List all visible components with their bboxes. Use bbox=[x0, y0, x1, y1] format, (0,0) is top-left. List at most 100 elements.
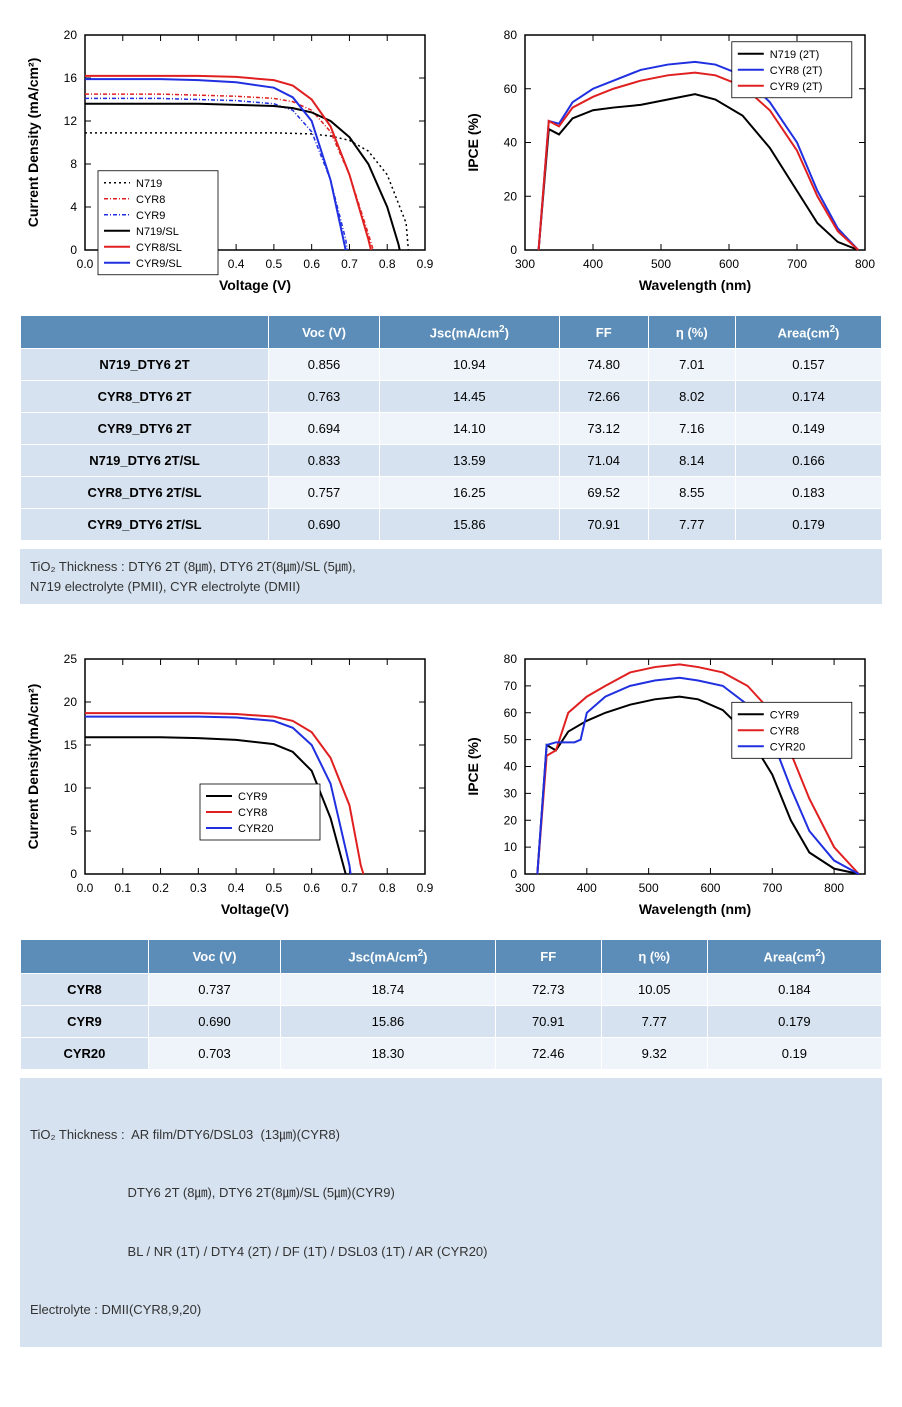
table-cell: 0.690 bbox=[148, 1005, 280, 1037]
table-cell: 10.94 bbox=[379, 349, 559, 381]
table-header bbox=[21, 940, 149, 973]
table-header: η (%) bbox=[648, 316, 735, 349]
iv-chart-1: 0.00.10.20.30.40.50.60.70.80.9048121620V… bbox=[20, 20, 440, 300]
table-cell: 15.86 bbox=[379, 509, 559, 541]
svg-text:0.9: 0.9 bbox=[417, 881, 434, 895]
table-cell: 72.73 bbox=[495, 973, 601, 1005]
table-cell: 0.179 bbox=[735, 509, 881, 541]
svg-text:5: 5 bbox=[70, 824, 77, 838]
table-cell: 0.856 bbox=[269, 349, 380, 381]
table-row: CYR9_DTY6 2T0.69414.1073.127.160.149 bbox=[21, 413, 882, 445]
table-cell: 7.77 bbox=[601, 1005, 707, 1037]
table-cell: 0.183 bbox=[735, 477, 881, 509]
svg-text:0: 0 bbox=[70, 243, 77, 257]
chart-row-2: 0.00.10.20.30.40.50.60.70.80.90510152025… bbox=[20, 644, 882, 924]
svg-text:500: 500 bbox=[651, 257, 671, 271]
svg-text:CYR9 (2T): CYR9 (2T) bbox=[770, 81, 823, 93]
ipce-chart-2: 30040050060070080001020304050607080Wavel… bbox=[460, 644, 880, 924]
svg-text:CYR8 (2T): CYR8 (2T) bbox=[770, 65, 823, 77]
table-cell: 0.166 bbox=[735, 445, 881, 477]
svg-text:0: 0 bbox=[510, 243, 517, 257]
table2-note-line4: Electrolyte : DMII(CYR8,9,20) bbox=[30, 1300, 872, 1320]
table2-note-line3: BL / NR (1T) / DTY4 (2T) / DF (1T) / DSL… bbox=[30, 1242, 872, 1262]
table-cell: 15.86 bbox=[281, 1005, 496, 1037]
table-row-label: CYR8 bbox=[21, 973, 149, 1005]
table-row-label: CYR8_DTY6 2T/SL bbox=[21, 477, 269, 509]
table2-note: TiO₂ Thickness : AR film/DTY6/DSL03 (13㎛… bbox=[20, 1078, 882, 1348]
table-header bbox=[21, 316, 269, 349]
svg-text:8: 8 bbox=[70, 157, 77, 171]
table-row: CYR200.70318.3072.469.320.19 bbox=[21, 1037, 882, 1069]
table-header: η (%) bbox=[601, 940, 707, 973]
table-row: CYR90.69015.8670.917.770.179 bbox=[21, 1005, 882, 1037]
svg-text:30: 30 bbox=[504, 787, 518, 801]
table-cell: 0.174 bbox=[735, 381, 881, 413]
svg-text:0.1: 0.1 bbox=[114, 881, 131, 895]
table-header: Voc (V) bbox=[148, 940, 280, 973]
svg-text:0.5: 0.5 bbox=[266, 881, 283, 895]
table-header: Area(cm2) bbox=[735, 316, 881, 349]
svg-text:IPCE (%): IPCE (%) bbox=[465, 113, 481, 171]
table-cell: 0.737 bbox=[148, 973, 280, 1005]
svg-text:80: 80 bbox=[504, 28, 518, 42]
svg-text:0: 0 bbox=[510, 867, 517, 881]
table-row-label: N719_DTY6 2T bbox=[21, 349, 269, 381]
table-cell: 70.91 bbox=[559, 509, 648, 541]
svg-text:20: 20 bbox=[64, 695, 78, 709]
table-cell: 8.14 bbox=[648, 445, 735, 477]
table-cell: 73.12 bbox=[559, 413, 648, 445]
svg-text:0: 0 bbox=[70, 867, 77, 881]
table-header: Jsc(mA/cm2) bbox=[281, 940, 496, 973]
table-row: CYR9_DTY6 2T/SL0.69015.8670.917.770.179 bbox=[21, 509, 882, 541]
table-row-label: CYR9_DTY6 2T/SL bbox=[21, 509, 269, 541]
table-cell: 8.02 bbox=[648, 381, 735, 413]
svg-text:20: 20 bbox=[504, 189, 518, 203]
svg-text:CYR8/SL: CYR8/SL bbox=[136, 242, 182, 254]
table-cell: 0.690 bbox=[269, 509, 380, 541]
iv-chart-2: 0.00.10.20.30.40.50.60.70.80.90510152025… bbox=[20, 644, 440, 924]
svg-text:600: 600 bbox=[700, 881, 720, 895]
svg-text:20: 20 bbox=[504, 814, 518, 828]
svg-text:80: 80 bbox=[504, 652, 518, 666]
svg-text:N719 (2T): N719 (2T) bbox=[770, 49, 820, 61]
svg-text:CYR20: CYR20 bbox=[770, 742, 805, 754]
table1-note-line2: N719 electrolyte (PMII), CYR electrolyte… bbox=[30, 577, 872, 597]
table-cell: 71.04 bbox=[559, 445, 648, 477]
svg-text:600: 600 bbox=[719, 257, 739, 271]
svg-text:0.7: 0.7 bbox=[341, 257, 358, 271]
table-cell: 0.184 bbox=[707, 973, 881, 1005]
svg-text:50: 50 bbox=[504, 733, 518, 747]
svg-text:12: 12 bbox=[64, 114, 78, 128]
table2-note-line1: TiO₂ Thickness : AR film/DTY6/DSL03 (13㎛… bbox=[30, 1125, 872, 1145]
table-cell: 18.30 bbox=[281, 1037, 496, 1069]
svg-text:CYR8: CYR8 bbox=[136, 194, 165, 206]
table-cell: 0.703 bbox=[148, 1037, 280, 1069]
svg-text:300: 300 bbox=[515, 881, 535, 895]
svg-text:0.7: 0.7 bbox=[341, 881, 358, 895]
svg-text:40: 40 bbox=[504, 136, 518, 150]
svg-text:0.5: 0.5 bbox=[266, 257, 283, 271]
table-cell: 0.157 bbox=[735, 349, 881, 381]
ipce-chart-1: 300400500600700800020406080Wavelength (n… bbox=[460, 20, 880, 300]
table-cell: 10.05 bbox=[601, 973, 707, 1005]
svg-text:0.8: 0.8 bbox=[379, 881, 396, 895]
svg-text:0.0: 0.0 bbox=[77, 257, 94, 271]
svg-text:400: 400 bbox=[583, 257, 603, 271]
svg-text:0.4: 0.4 bbox=[228, 257, 245, 271]
svg-text:60: 60 bbox=[504, 82, 518, 96]
table-header: Area(cm2) bbox=[707, 940, 881, 973]
table-cell: 69.52 bbox=[559, 477, 648, 509]
table-header: Voc (V) bbox=[269, 316, 380, 349]
svg-text:CYR9: CYR9 bbox=[238, 791, 267, 803]
svg-text:10: 10 bbox=[504, 840, 518, 854]
svg-text:25: 25 bbox=[64, 652, 78, 666]
table-row: N719_DTY6 2T0.85610.9474.807.010.157 bbox=[21, 349, 882, 381]
svg-text:10: 10 bbox=[64, 781, 78, 795]
svg-text:Current Density(mA/cm²): Current Density(mA/cm²) bbox=[25, 684, 41, 850]
svg-text:0.8: 0.8 bbox=[379, 257, 396, 271]
table-header: FF bbox=[495, 940, 601, 973]
svg-text:300: 300 bbox=[515, 257, 535, 271]
table1-note: TiO₂ Thickness : DTY6 2T (8㎛), DTY6 2T(8… bbox=[20, 549, 882, 604]
svg-text:N719/SL: N719/SL bbox=[136, 226, 179, 238]
table-row-label: CYR9 bbox=[21, 1005, 149, 1037]
